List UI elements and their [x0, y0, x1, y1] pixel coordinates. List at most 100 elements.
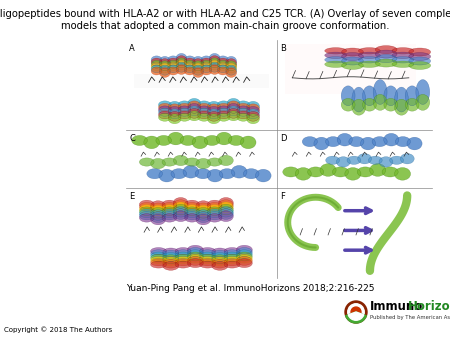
Ellipse shape — [193, 59, 203, 68]
Ellipse shape — [390, 156, 404, 164]
Ellipse shape — [168, 56, 179, 64]
Ellipse shape — [151, 205, 166, 216]
Ellipse shape — [349, 137, 364, 147]
Ellipse shape — [314, 137, 329, 150]
Text: models that adopted a common main-chain groove conformation.: models that adopted a common main-chain … — [61, 21, 389, 31]
Ellipse shape — [224, 247, 240, 255]
Ellipse shape — [227, 98, 240, 108]
Ellipse shape — [219, 207, 233, 217]
Ellipse shape — [158, 108, 171, 116]
Ellipse shape — [358, 48, 380, 54]
Ellipse shape — [209, 65, 220, 74]
Ellipse shape — [395, 99, 409, 115]
Ellipse shape — [243, 169, 259, 179]
Ellipse shape — [144, 136, 159, 149]
Ellipse shape — [384, 134, 399, 146]
Ellipse shape — [178, 106, 191, 114]
Ellipse shape — [156, 136, 171, 146]
Ellipse shape — [416, 79, 430, 104]
Ellipse shape — [140, 205, 154, 213]
Ellipse shape — [219, 197, 233, 208]
Ellipse shape — [207, 205, 222, 213]
Ellipse shape — [188, 103, 201, 113]
Ellipse shape — [247, 104, 260, 114]
Ellipse shape — [184, 158, 199, 166]
Ellipse shape — [358, 153, 372, 164]
Text: Published by The American Association of Immunologists, Inc.: Published by The American Association of… — [370, 315, 450, 320]
Ellipse shape — [193, 65, 203, 75]
Ellipse shape — [358, 56, 380, 63]
Ellipse shape — [212, 252, 228, 261]
Ellipse shape — [175, 252, 191, 259]
Ellipse shape — [325, 61, 346, 68]
Ellipse shape — [178, 103, 191, 111]
Ellipse shape — [159, 169, 175, 182]
Ellipse shape — [159, 59, 170, 68]
Ellipse shape — [247, 112, 260, 121]
Ellipse shape — [212, 257, 228, 266]
Ellipse shape — [198, 106, 211, 114]
Ellipse shape — [151, 58, 162, 66]
Ellipse shape — [217, 101, 230, 109]
Ellipse shape — [207, 211, 222, 220]
Ellipse shape — [237, 111, 250, 119]
Ellipse shape — [140, 207, 154, 215]
Ellipse shape — [396, 137, 410, 147]
Ellipse shape — [151, 212, 166, 222]
Ellipse shape — [140, 211, 154, 220]
Ellipse shape — [224, 250, 240, 257]
Ellipse shape — [162, 158, 177, 166]
Ellipse shape — [207, 106, 220, 116]
Ellipse shape — [395, 87, 409, 112]
Text: E: E — [129, 192, 134, 201]
Ellipse shape — [168, 132, 184, 145]
Ellipse shape — [151, 257, 166, 264]
Ellipse shape — [198, 111, 211, 119]
Ellipse shape — [212, 248, 228, 257]
Ellipse shape — [184, 61, 195, 68]
Wedge shape — [348, 312, 364, 320]
Ellipse shape — [173, 211, 188, 222]
Ellipse shape — [200, 252, 216, 259]
Ellipse shape — [140, 202, 154, 211]
Ellipse shape — [180, 136, 196, 146]
Ellipse shape — [163, 255, 179, 264]
Ellipse shape — [201, 65, 212, 73]
Ellipse shape — [201, 58, 212, 66]
Ellipse shape — [236, 259, 252, 268]
Ellipse shape — [219, 211, 233, 222]
Ellipse shape — [409, 62, 431, 70]
Ellipse shape — [162, 202, 177, 211]
Ellipse shape — [151, 210, 166, 220]
Ellipse shape — [227, 103, 240, 113]
Ellipse shape — [176, 53, 187, 63]
Ellipse shape — [216, 132, 232, 145]
Ellipse shape — [196, 214, 211, 225]
Ellipse shape — [178, 111, 191, 119]
Ellipse shape — [341, 98, 355, 111]
Ellipse shape — [184, 211, 199, 220]
Ellipse shape — [151, 67, 162, 75]
Ellipse shape — [173, 200, 188, 210]
Ellipse shape — [162, 205, 177, 213]
Ellipse shape — [151, 261, 166, 268]
Ellipse shape — [207, 202, 222, 211]
Text: C: C — [129, 134, 135, 143]
Ellipse shape — [168, 65, 179, 73]
Ellipse shape — [173, 209, 188, 219]
Ellipse shape — [168, 101, 181, 111]
Ellipse shape — [405, 98, 419, 111]
Ellipse shape — [192, 136, 208, 149]
Ellipse shape — [163, 252, 179, 261]
Ellipse shape — [407, 137, 422, 150]
Ellipse shape — [352, 99, 366, 115]
Ellipse shape — [226, 61, 237, 71]
Ellipse shape — [207, 104, 220, 114]
Ellipse shape — [237, 106, 250, 114]
Ellipse shape — [236, 257, 252, 265]
Ellipse shape — [201, 61, 212, 68]
Ellipse shape — [209, 58, 220, 68]
Ellipse shape — [217, 63, 228, 70]
Ellipse shape — [162, 211, 177, 220]
Text: Immuno: Immuno — [370, 300, 423, 314]
